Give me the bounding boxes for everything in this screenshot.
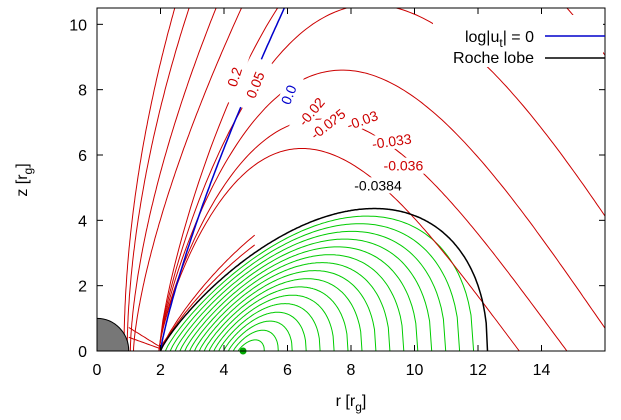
green-contour-line	[223, 311, 307, 351]
red-contour-line	[158, 118, 568, 351]
x-tick-label: 6	[283, 362, 292, 379]
green-contour-line	[213, 294, 335, 351]
contour-label-bg	[377, 157, 430, 174]
x-axis-ticks: 0 2 4 6 8 10 12 14	[93, 8, 551, 379]
legend-entry-roche-lobe: Roche lobe	[453, 50, 534, 67]
red-contour-line	[158, 148, 520, 351]
red-contour-line	[133, 8, 242, 351]
blue-contour-line	[159, 8, 285, 351]
green-contour-line	[194, 262, 391, 351]
contour-label: -0.033	[371, 131, 413, 152]
contour-label-bg	[218, 49, 251, 105]
green-contour-line	[237, 339, 265, 351]
x-tick-label: 2	[156, 362, 165, 379]
green-contour-line	[174, 230, 447, 351]
legend: log|ut| = 0 Roche lobe	[433, 15, 605, 67]
contour-label-group: -0.033	[364, 129, 419, 153]
contour-label-bg	[238, 57, 273, 113]
roche-lobe-line	[159, 207, 489, 351]
green-contour-line	[184, 246, 419, 351]
green-contour-line	[228, 320, 293, 351]
red-contour-line	[129, 8, 217, 351]
contour-label: -0.036	[384, 158, 424, 174]
green-contour-line	[208, 286, 349, 351]
y-axis-ticks: 0 2 4 6 8 10	[69, 17, 605, 361]
y-tick-label: 10	[69, 17, 87, 34]
black-hole	[97, 317, 130, 351]
x-tick-label: 12	[469, 362, 487, 379]
contour-label-group: 0.0	[271, 67, 306, 122]
contour-label: 0.05	[243, 69, 268, 100]
red-contour-line	[158, 8, 605, 351]
contour-label-group: 0.2	[218, 49, 251, 105]
zero-contour	[159, 8, 285, 351]
red-contour-line	[123, 8, 176, 351]
legend-entry-ut-zero: log|ut| = 0	[465, 29, 534, 50]
inner-disk-contours	[164, 215, 475, 351]
x-tick-label: 10	[406, 362, 424, 379]
green-contour-line	[179, 238, 433, 351]
x-tick-label: 4	[220, 362, 229, 379]
contour-label-bg	[271, 67, 306, 122]
green-contour-line	[218, 303, 321, 351]
y-tick-label: 6	[78, 148, 87, 165]
red-contour-line	[126, 8, 190, 351]
green-contour-line	[189, 254, 405, 351]
green-contour-line	[169, 223, 461, 351]
x-tick-label: 0	[93, 362, 102, 379]
green-contour-line	[198, 270, 377, 351]
y-tick-label: 2	[78, 279, 87, 296]
contour-label-bg	[288, 86, 335, 137]
y-tick-label: 8	[78, 83, 87, 100]
contour-label: -0.0384	[354, 177, 402, 193]
red-contour-line	[158, 69, 605, 351]
contour-label-group: -0.0384	[352, 177, 404, 194]
green-contour-line	[164, 215, 475, 351]
x-tick-label: 14	[533, 362, 551, 379]
y-tick-label: 0	[78, 344, 87, 361]
contour-label-group: -0.036	[377, 157, 430, 174]
contour-label-bg	[352, 177, 404, 194]
contour-label-bg	[335, 103, 390, 137]
y-axis-label: z [rg]	[14, 163, 35, 196]
contour-label-bg	[302, 101, 354, 147]
green-contour-line	[203, 278, 363, 351]
red-contour-line	[128, 234, 256, 350]
red-contour-line	[128, 244, 256, 348]
x-tick-label: 8	[347, 362, 356, 379]
black-hole-shape	[97, 317, 130, 351]
y-tick-label: 4	[78, 213, 87, 230]
green-contour-line	[232, 329, 279, 351]
roche-lobe-curve	[159, 207, 489, 351]
contour-label-bg	[364, 129, 419, 153]
contour-labels: 0.20.05 0.0-0.02-0.025-0.03-0.033-0.036-0…	[218, 49, 430, 194]
contour-label: 0.0	[278, 82, 300, 106]
contour-label: 0.2	[224, 65, 245, 89]
x-axis-label: r [rg]	[336, 393, 367, 414]
